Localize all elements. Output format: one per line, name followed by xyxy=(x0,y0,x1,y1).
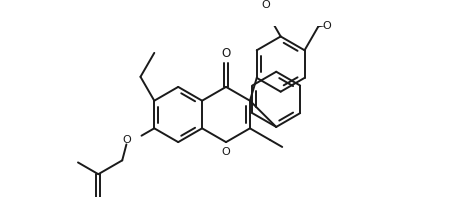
Text: O: O xyxy=(122,135,131,145)
Text: O: O xyxy=(221,47,230,60)
Text: O: O xyxy=(261,0,270,10)
Text: O: O xyxy=(322,21,331,31)
Text: O: O xyxy=(221,147,230,157)
